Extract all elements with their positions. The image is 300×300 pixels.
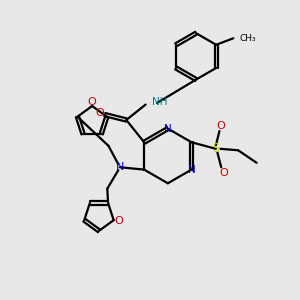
Text: O: O	[95, 108, 104, 118]
Text: S: S	[212, 142, 220, 155]
Text: N: N	[188, 165, 195, 175]
Text: N: N	[164, 124, 172, 134]
Text: N: N	[116, 162, 124, 172]
Text: O: O	[115, 216, 123, 226]
Text: O: O	[217, 121, 225, 130]
Text: O: O	[219, 168, 228, 178]
Text: O: O	[88, 98, 97, 107]
Text: NH: NH	[152, 97, 168, 107]
Text: CH₃: CH₃	[240, 34, 256, 43]
